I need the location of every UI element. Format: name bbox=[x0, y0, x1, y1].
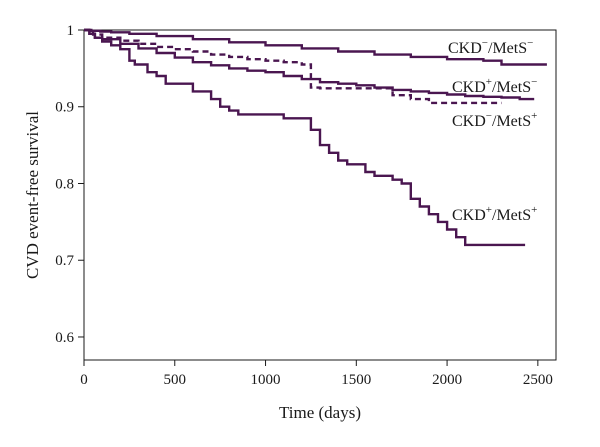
y-tick-label: 0.7 bbox=[55, 253, 74, 269]
series-lines bbox=[84, 28, 547, 247]
series-label: CKD−/MetS+ bbox=[452, 110, 537, 130]
series-label: CKD+/MetS+ bbox=[452, 204, 537, 224]
y-tick-label: 1 bbox=[67, 23, 75, 39]
x-axis: 0 500 1000 1500 2000 2500 bbox=[80, 360, 553, 388]
x-tick-label: 2000 bbox=[432, 372, 462, 388]
x-tick-label: 1500 bbox=[341, 372, 371, 388]
series-label: CKD+/MetS− bbox=[452, 76, 537, 96]
series-line bbox=[84, 28, 547, 66]
series-line bbox=[84, 28, 526, 247]
y-axis: 0.6 0.7 0.8 0.9 1 bbox=[55, 23, 84, 346]
x-tick-label: 500 bbox=[164, 372, 187, 388]
x-tick-label: 1000 bbox=[251, 372, 281, 388]
y-tick-label: 0.9 bbox=[55, 100, 74, 116]
x-tick-label: 2500 bbox=[523, 372, 553, 388]
y-tick-label: 0.8 bbox=[55, 176, 74, 192]
plot-frame bbox=[83, 29, 557, 361]
y-axis-title: CVD event-free survival bbox=[23, 111, 42, 279]
series-labels: CKD−/MetS− CKD+/MetS− CKD−/MetS+ CKD+/MetS+ bbox=[448, 37, 537, 224]
series-label: CKD−/MetS− bbox=[448, 37, 533, 57]
x-axis-title: Time (days) bbox=[279, 403, 361, 422]
x-tick-label: 0 bbox=[80, 372, 88, 388]
series-line bbox=[84, 28, 535, 101]
y-tick-label: 0.6 bbox=[55, 330, 74, 346]
series-line bbox=[84, 28, 502, 105]
